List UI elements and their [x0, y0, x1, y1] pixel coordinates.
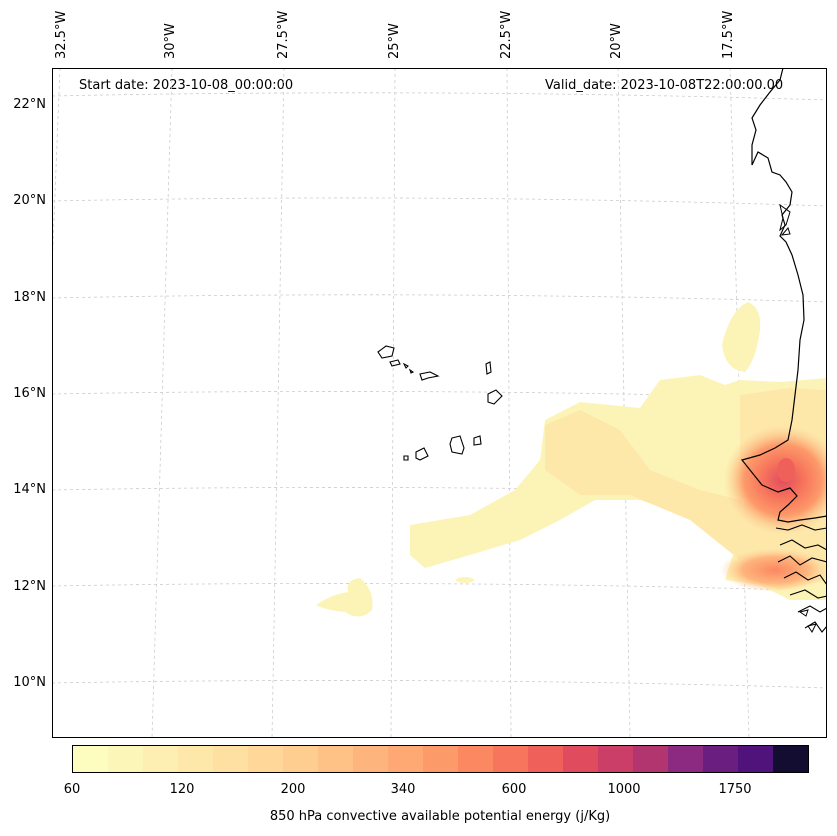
colorbar-tick-60: 60	[63, 782, 81, 797]
lat-label-14n: 14°N	[13, 482, 46, 497]
latitude-gridlines	[52, 92, 827, 689]
colorbar-tick-340: 340	[390, 782, 416, 797]
colorbar-swatch	[598, 746, 633, 772]
colorbar-swatch	[283, 746, 318, 772]
african-coastline-south	[775, 524, 827, 633]
longitude-gridlines	[52, 68, 750, 738]
colorbar-swatch	[458, 746, 493, 772]
lat-label-12n: 12°N	[13, 579, 46, 594]
colorbar-swatch	[213, 746, 248, 772]
colorbar-swatch	[248, 746, 283, 772]
colorbar-swatch	[73, 746, 108, 772]
african-coastline	[740, 68, 827, 523]
start-date-label: Start date: 2023-10-08_00:00:00	[79, 78, 294, 93]
colorbar-swatch	[423, 746, 458, 772]
colorbar-swatch	[773, 746, 808, 772]
colorbar-tick-1750: 1750	[718, 782, 752, 797]
colorbar-swatch	[528, 746, 563, 772]
colorbar-swatch	[563, 746, 598, 772]
cape-field	[316, 302, 827, 617]
cape-west-blob	[316, 578, 373, 617]
colorbar-swatch	[143, 746, 178, 772]
lat-label-22n: 22°N	[13, 97, 46, 112]
lat-label-20n: 20°N	[13, 193, 46, 208]
colorbar-tick-1000: 1000	[607, 782, 641, 797]
lat-label-10n: 10°N	[13, 675, 46, 690]
colorbar-tick-120: 120	[169, 782, 195, 797]
map-frame	[52, 68, 827, 738]
colorbar-swatch	[668, 746, 703, 772]
colorbar-swatch	[633, 746, 668, 772]
colorbar-swatch	[388, 746, 423, 772]
colorbar-swatch	[738, 746, 773, 772]
colorbar-swatch	[493, 746, 528, 772]
colorbar-tick-200: 200	[280, 782, 306, 797]
colorbar-swatch	[703, 746, 738, 772]
colorbar	[72, 745, 809, 773]
colorbar-swatch	[178, 746, 213, 772]
lat-label-18n: 18°N	[13, 290, 46, 305]
colorbar-swatch	[318, 746, 353, 772]
lat-label-16n: 16°N	[13, 386, 46, 401]
valid-date-label: Valid_date: 2023-10-08T22:00:00.00	[545, 78, 784, 93]
cape-verde-islands	[377, 345, 503, 461]
cape-north-blob	[722, 302, 761, 372]
colorbar-label: 850 hPa convective available potential e…	[269, 809, 611, 824]
colorbar-swatch	[108, 746, 143, 772]
colorbar-swatch	[353, 746, 388, 772]
colorbar-tick-600: 600	[501, 782, 527, 797]
